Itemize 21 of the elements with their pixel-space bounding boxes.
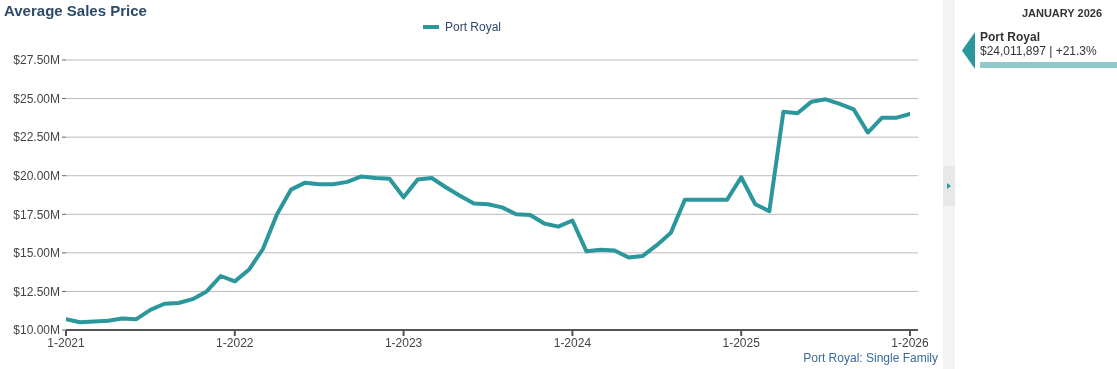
x-tick-label: 1-2021 (47, 335, 85, 350)
y-tick-label: $20.00M (13, 168, 60, 183)
chart-title: Average Sales Price (4, 2, 147, 19)
y-tick-label: $15.00M (13, 246, 60, 261)
legend-label: Port Royal (444, 20, 502, 34)
y-tick-label: $25.00M (13, 91, 60, 106)
x-tick-label: 1-2023 (384, 335, 423, 350)
text: $24,011,897 | +21.3% (980, 44, 1097, 58)
text: JANUARY 2026 (1021, 7, 1102, 19)
x-tick-label: 1-2025 (722, 335, 761, 350)
text: Port Royal (980, 30, 1041, 44)
x-tick-label: 1-2024 (553, 335, 592, 350)
y-tick-label: $27.50M (13, 53, 60, 68)
x-tick-label: 1-2022 (216, 335, 254, 350)
text: Port Royal: Single Family (803, 351, 938, 365)
line-series (66, 97, 910, 325)
y-tick-label: $17.50M (13, 207, 60, 222)
y-tick-label: $10.00M (13, 323, 60, 338)
y-tick-label: $22.50M (13, 130, 60, 145)
y-tick-label: $12.50M (13, 284, 60, 299)
x-tick-label: 1-2026 (891, 335, 929, 350)
